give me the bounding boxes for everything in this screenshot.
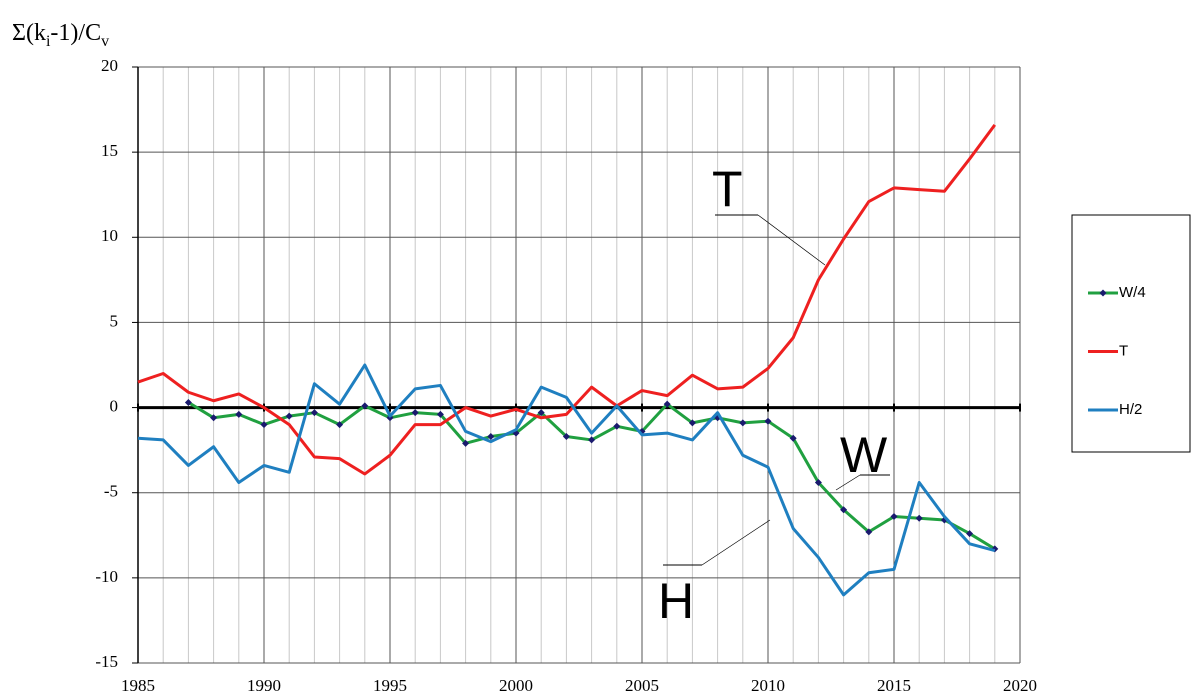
y-axis-label: Σ(ki-1)/Cv <box>12 20 109 50</box>
point-marker <box>739 419 747 427</box>
point-marker <box>436 410 444 418</box>
point-marker <box>865 528 873 536</box>
point-marker <box>613 422 621 430</box>
legend-box <box>1071 214 1191 453</box>
x-tick-label: 1995 <box>373 676 407 695</box>
x-tick-label: 2015 <box>877 676 911 695</box>
y-label-sub: v <box>101 33 109 50</box>
point-marker <box>235 410 243 418</box>
annotation: H <box>658 573 694 629</box>
point-marker <box>789 434 797 442</box>
annotation: W <box>840 427 888 483</box>
point-marker <box>310 409 318 417</box>
legend-label: T <box>1119 342 1128 359</box>
y-tick-label: 10 <box>101 226 118 245</box>
leader <box>835 474 861 491</box>
lines <box>137 124 999 597</box>
point-marker <box>336 421 344 429</box>
y-label-part: Σ(k <box>12 20 46 46</box>
point-marker <box>184 398 192 406</box>
point-marker <box>966 530 974 538</box>
point-marker <box>562 433 570 441</box>
x-tick-label: 1985 <box>121 676 155 695</box>
y-tick-label: 0 <box>110 396 119 415</box>
point-marker <box>210 414 218 422</box>
x-tick-label: 2020 <box>1003 676 1037 695</box>
point-marker <box>462 439 470 447</box>
point-marker <box>814 478 822 486</box>
y-tick-label: 20 <box>101 56 118 75</box>
point-marker <box>537 409 545 417</box>
y-tick-label: -10 <box>95 567 118 586</box>
point-marker <box>764 417 772 425</box>
legend-label: W/4 <box>1119 284 1146 301</box>
point-marker <box>487 433 495 441</box>
point-marker <box>260 421 268 429</box>
point-marker <box>890 513 898 521</box>
point-marker <box>840 506 848 514</box>
point-marker <box>688 419 696 427</box>
point-marker <box>411 409 419 417</box>
leader <box>701 519 771 566</box>
y-tick-label: 15 <box>101 141 118 160</box>
x-tick-label: 1990 <box>247 676 281 695</box>
point-marker <box>361 402 369 410</box>
legend: W/4 T H/2 <box>1088 284 1146 418</box>
point-marker <box>588 436 596 444</box>
series-line <box>137 124 997 476</box>
y-label-sub: i <box>46 33 51 50</box>
annotation: T <box>712 161 743 217</box>
point-marker <box>285 412 293 420</box>
legend-marker <box>1099 289 1107 297</box>
y-label-part: -1)/C <box>50 20 101 46</box>
series-line <box>137 363 996 597</box>
legend-label: H/2 <box>1119 401 1142 418</box>
leader <box>757 214 826 266</box>
y-tick-label: 5 <box>110 311 119 330</box>
y-tick-label: -5 <box>104 482 118 501</box>
x-tick-label: 2000 <box>499 676 533 695</box>
grid: 1985 1990 1995 2000 2005 2010 2015 2020-15-10-5… <box>95 56 1037 695</box>
x-tick-label: 2010 <box>751 676 785 695</box>
point-marker <box>663 400 671 408</box>
x-tick-label: 2005 <box>625 676 659 695</box>
y-tick-label: -15 <box>95 652 118 671</box>
point-marker <box>915 514 923 522</box>
